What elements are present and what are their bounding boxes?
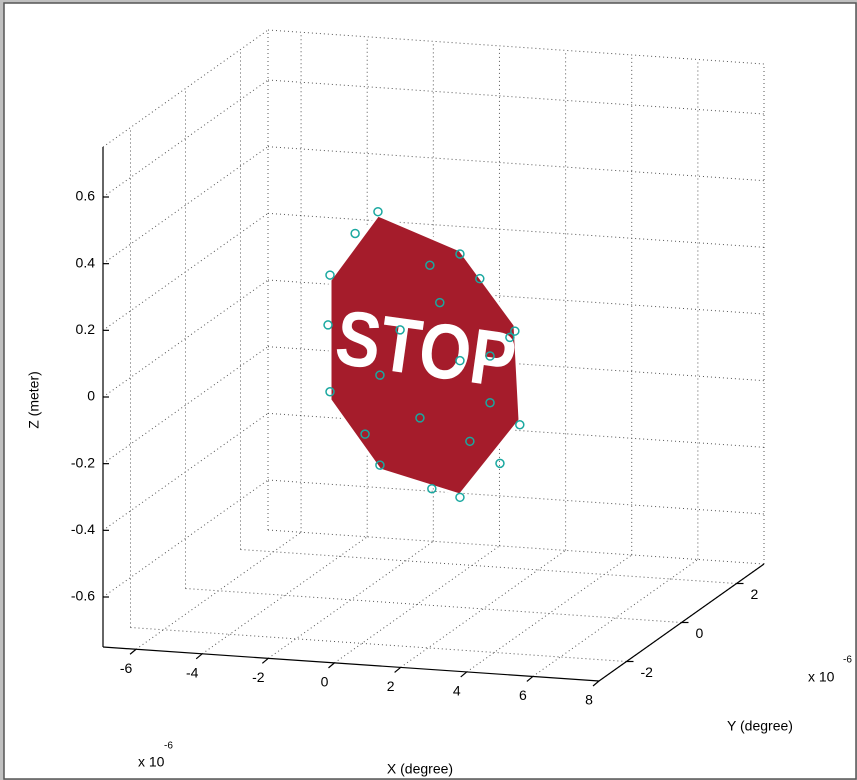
z-tick-label: -0.2 [71,454,95,470]
x-exponent-base: x 10 [138,754,165,770]
y-axis-label: Y (degree) [727,718,793,734]
y-exponent-power: -6 [843,655,852,666]
z-tick-label: 0 [87,388,95,404]
y-tick-label: 2 [751,586,759,602]
x-tick-label: 6 [519,687,527,703]
page: STOP -6-4-202468-202-0.6-0.4-0.200.20.40… [0,0,857,780]
x-axis-label: X (degree) [387,761,453,777]
x-exponent-power: -6 [164,741,173,752]
x-tick-label: -4 [186,665,199,681]
x-tick-label: 4 [453,683,461,699]
z-tick-label: -0.6 [71,588,95,604]
z-tick-label: 0.2 [76,321,96,337]
z-tick-label: -0.4 [71,521,95,537]
z-axis-label: Z (meter) [26,371,42,429]
y-exponent-base: x 10 [808,669,835,685]
x-tick-label: -2 [252,669,265,685]
y-tick-label: 0 [696,625,704,641]
z-tick-label: 0.4 [76,254,96,270]
x-tick-label: 8 [585,692,593,708]
x-tick-label: -6 [120,660,133,676]
y-tick-label: -2 [641,664,654,680]
chart: STOP -6-4-202468-202-0.6-0.4-0.200.20.40… [0,0,857,780]
z-tick-label: 0.6 [76,188,96,204]
x-tick-label: 2 [387,678,395,694]
x-tick-label: 0 [321,674,329,690]
